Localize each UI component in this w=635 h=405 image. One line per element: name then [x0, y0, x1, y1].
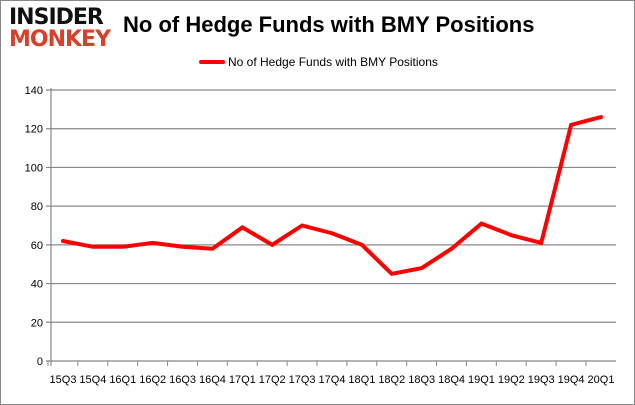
x-tick-label: 19Q3 — [528, 374, 555, 386]
y-tick-label: 0 — [37, 356, 43, 368]
y-tick-label: 120 — [25, 124, 43, 136]
x-tick-label: 15Q4 — [79, 374, 106, 386]
y-tick-label: 20 — [31, 317, 43, 329]
x-tick-label: 19Q1 — [468, 374, 495, 386]
x-tick-label: 18Q3 — [408, 374, 435, 386]
y-tick-label: 40 — [31, 279, 43, 291]
y-tick-label: 140 — [25, 85, 43, 97]
logo-line2: MONKEY — [9, 27, 111, 52]
legend-label: No of Hedge Funds with BMY Positions — [228, 55, 438, 69]
x-tick-label: 17Q4 — [319, 374, 346, 386]
x-tick-label: 16Q1 — [109, 374, 136, 386]
x-tick-label: 18Q2 — [378, 374, 405, 386]
x-tick-label: 18Q4 — [438, 374, 465, 386]
x-tick-label: 17Q1 — [229, 374, 256, 386]
legend-swatch — [199, 60, 225, 64]
legend: No of Hedge Funds with BMY Positions — [199, 55, 438, 69]
y-tick-label: 60 — [31, 240, 43, 252]
x-tick-label: 19Q2 — [498, 374, 525, 386]
y-tick-label: 100 — [25, 162, 43, 174]
x-tick-label: 15Q3 — [50, 374, 77, 386]
insider-monkey-logo: INSIDER MONKEY — [9, 5, 111, 52]
chart-title: No of Hedge Funds with BMY Positions — [123, 12, 535, 37]
x-tick-label: 18Q1 — [348, 374, 375, 386]
x-tick-label: 20Q1 — [588, 374, 615, 386]
x-tick-label: 16Q2 — [139, 374, 166, 386]
x-tick-label: 16Q3 — [169, 374, 196, 386]
y-tick-label: 80 — [31, 201, 43, 213]
x-tick-label: 17Q3 — [289, 374, 316, 386]
series-line — [61, 115, 603, 277]
x-tick-label: 19Q4 — [558, 374, 585, 386]
x-tick-label: 16Q4 — [199, 374, 226, 386]
logo-line1: INSIDER — [9, 5, 104, 30]
x-tick-label: 17Q2 — [259, 374, 286, 386]
